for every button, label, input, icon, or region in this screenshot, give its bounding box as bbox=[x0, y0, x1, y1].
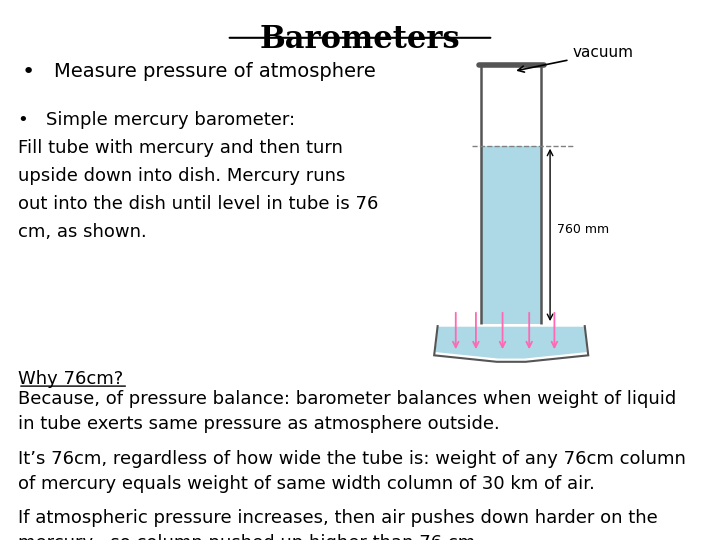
Text: Barometers: Barometers bbox=[260, 24, 460, 55]
Text: Why 76cm?: Why 76cm? bbox=[18, 370, 123, 388]
Polygon shape bbox=[436, 327, 587, 359]
Text: •   Simple mercury barometer:: • Simple mercury barometer: bbox=[18, 111, 295, 129]
Text: If atmospheric pressure increases, then air pushes down harder on the
mercury , : If atmospheric pressure increases, then … bbox=[18, 509, 658, 540]
Text: 760 mm: 760 mm bbox=[557, 223, 609, 236]
Text: •: • bbox=[22, 62, 35, 82]
Text: upside down into dish. Mercury runs: upside down into dish. Mercury runs bbox=[18, 167, 346, 185]
Text: It’s 76cm, regardless of how wide the tube is: weight of any 76cm column
of merc: It’s 76cm, regardless of how wide the tu… bbox=[18, 450, 686, 493]
Polygon shape bbox=[481, 146, 541, 324]
Text: Because, of pressure balance: barometer balances when weight of liquid
in tube e: Because, of pressure balance: barometer … bbox=[18, 390, 676, 434]
Text: vacuum: vacuum bbox=[518, 45, 634, 72]
Text: Fill tube with mercury and then turn: Fill tube with mercury and then turn bbox=[18, 139, 343, 157]
Text: out into the dish until level in tube is 76: out into the dish until level in tube is… bbox=[18, 195, 379, 213]
Text: cm, as shown.: cm, as shown. bbox=[18, 223, 147, 241]
Text: Measure pressure of atmosphere: Measure pressure of atmosphere bbox=[54, 62, 376, 81]
